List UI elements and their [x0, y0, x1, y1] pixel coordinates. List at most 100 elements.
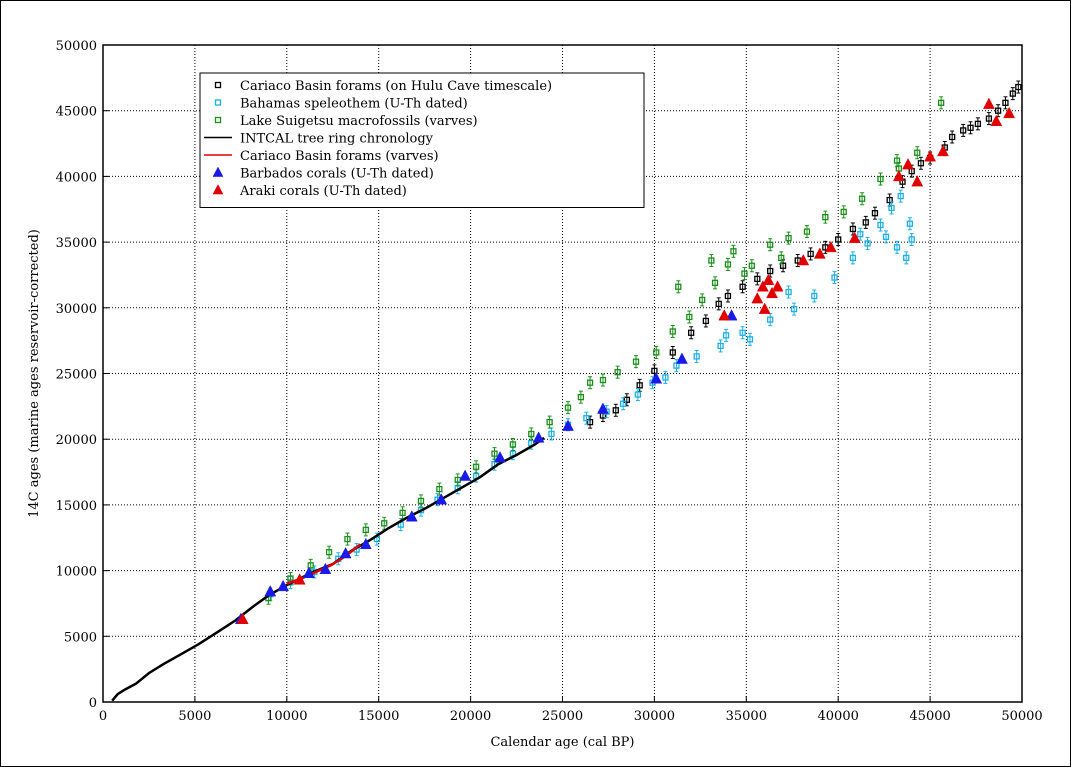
data-point — [914, 146, 921, 160]
data-point — [741, 267, 748, 281]
data-point — [778, 251, 785, 265]
point-marker — [790, 305, 798, 313]
data-point — [771, 280, 784, 292]
data-point — [669, 345, 676, 359]
point-marker — [766, 286, 778, 299]
data-point — [1009, 87, 1016, 101]
x-tick-label: 30000 — [634, 709, 675, 724]
data-point — [597, 402, 609, 414]
data-point — [586, 415, 594, 429]
legend-label: Araki corals (U-Th dated) — [239, 184, 407, 199]
point-marker — [708, 257, 715, 264]
data-point — [532, 431, 545, 443]
legend-label: Lake Suigetsu macrofossils (varves) — [240, 114, 478, 129]
point-marker — [693, 353, 700, 360]
data-point — [739, 326, 746, 340]
point-marker — [599, 376, 607, 384]
data-point — [849, 251, 857, 265]
point-marker — [730, 248, 737, 255]
data-point — [893, 240, 901, 254]
data-point — [990, 114, 1003, 126]
point-marker — [702, 317, 710, 325]
data-point — [359, 537, 372, 550]
point-marker — [886, 196, 893, 204]
data-point — [319, 562, 332, 575]
data-point — [831, 271, 838, 285]
point-marker — [756, 280, 769, 292]
point-marker — [548, 430, 555, 438]
data-point — [277, 579, 290, 592]
data-point — [790, 302, 798, 316]
data-point — [509, 437, 517, 451]
x-tick-label: 5000 — [178, 709, 211, 724]
point-marker — [1009, 90, 1016, 97]
data-point — [937, 96, 945, 110]
legend-entry: Cariaco Basin forams (on Hulu Cave times… — [214, 79, 552, 94]
x-tick-label: 45000 — [909, 709, 950, 724]
point-marker — [771, 280, 784, 292]
data-point — [669, 324, 676, 338]
point-marker — [686, 313, 693, 321]
data-point — [864, 236, 871, 250]
x-tick-label: 15000 — [358, 709, 399, 724]
legend-marker — [214, 81, 222, 89]
point-marker — [612, 407, 619, 414]
data-point — [897, 189, 904, 203]
point-marker — [835, 236, 842, 243]
y-tick-label: 25000 — [56, 368, 97, 383]
point-marker — [597, 402, 609, 414]
point-marker — [528, 430, 535, 438]
legend-entry: Barbados corals (U-Th dated) — [212, 167, 434, 182]
point-marker — [725, 309, 738, 321]
data-point — [454, 473, 461, 487]
data-point — [634, 388, 642, 402]
x-axis-label: Calendar age (cal BP) — [490, 735, 634, 750]
point-marker — [405, 510, 418, 522]
data-point — [762, 273, 775, 285]
y-axis-label: 14C ages (marine ages reservoir-correcte… — [27, 229, 42, 518]
x-tick-label: 10000 — [266, 709, 307, 724]
data-point — [583, 411, 590, 425]
data-point — [693, 349, 700, 363]
data-point — [675, 280, 682, 294]
point-marker — [436, 485, 443, 493]
point-marker — [715, 300, 722, 308]
data-point — [264, 585, 277, 597]
point-marker — [724, 261, 732, 268]
data-point — [686, 310, 693, 324]
legend-marker — [212, 184, 224, 195]
series-bahamas-speleothem-u-th-dated — [267, 189, 915, 601]
data-point — [546, 415, 553, 429]
y-tick-label: 0 — [89, 696, 97, 711]
point-marker — [636, 382, 643, 389]
point-marker — [840, 208, 847, 216]
point-marker — [902, 158, 914, 170]
point-marker — [785, 288, 792, 296]
data-point — [849, 222, 857, 236]
data-point — [636, 378, 643, 392]
point-marker — [675, 283, 682, 290]
point-marker — [699, 296, 706, 304]
point-marker — [546, 418, 553, 426]
point-marker — [307, 562, 314, 569]
y-tick-label: 5000 — [64, 630, 97, 645]
point-marker — [614, 369, 621, 376]
data-point — [871, 206, 879, 220]
data-point — [785, 285, 792, 299]
point-marker — [586, 379, 594, 386]
legend-marker — [214, 116, 222, 124]
point-marker — [293, 573, 306, 585]
point-marker — [767, 316, 774, 323]
data-point — [807, 247, 814, 261]
point-marker — [236, 612, 249, 624]
data-point — [811, 289, 818, 303]
data-point — [715, 297, 722, 311]
data-point — [650, 372, 663, 384]
point-marker — [491, 450, 498, 457]
legend: Cariaco Basin forams (on Hulu Cave times… — [199, 72, 645, 208]
data-point — [748, 259, 755, 273]
axis-ticks: 0 5000 10000 15000 20000 25000 30000 35000 40000… — [56, 39, 1043, 724]
point-marker — [877, 221, 884, 229]
point-marker — [813, 247, 826, 259]
